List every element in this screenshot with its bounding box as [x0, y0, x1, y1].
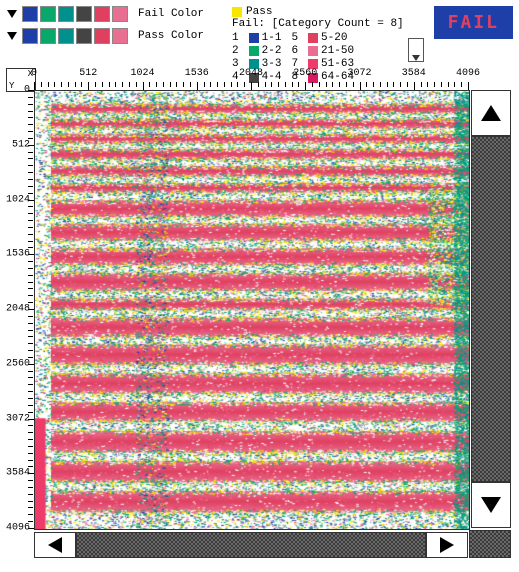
legend-item: 2 [232, 45, 239, 57]
x-tick-label: 512 [79, 68, 97, 79]
bitmap-plot-area: X Y 05121024153620482560307235844096 051… [6, 68, 511, 558]
scrollbar-track[interactable] [471, 136, 511, 482]
pass-swatch[interactable] [112, 28, 128, 44]
x-tick-label: 2560 [293, 68, 317, 79]
legend-item: 6 [291, 45, 298, 57]
arrow-down-icon [7, 10, 17, 18]
pass-swatch-icon [232, 7, 242, 17]
legend-item-label: 2-2 [262, 45, 282, 57]
x-tick-label: 1024 [130, 68, 154, 79]
fail-swatch[interactable] [22, 6, 38, 22]
legend-item: 1 [232, 32, 239, 44]
scroll-down-button[interactable] [471, 482, 511, 528]
pass-swatch[interactable] [22, 28, 38, 44]
fail-color-label: Fail Color [138, 8, 204, 20]
chevron-down-icon [412, 55, 420, 61]
legend-item: 5 [291, 32, 298, 44]
scrollbar-track[interactable] [76, 532, 426, 558]
arrow-up-icon [481, 105, 501, 121]
legend-swatch-icon [249, 46, 259, 56]
pass-swatch[interactable] [40, 28, 56, 44]
pass-swatch[interactable] [76, 28, 92, 44]
legend-fail-header: Fail: [Category Count = 8] [232, 18, 404, 30]
y-tick-label: 3072 [4, 413, 30, 424]
legend-swatch-icon [308, 33, 318, 43]
y-tick-label: 1024 [4, 194, 30, 205]
fail-swatch[interactable] [40, 6, 56, 22]
top-toolbar: Fail Color Pass Color Pass Fail: [Catego… [6, 6, 513, 64]
fail-swatch[interactable] [76, 6, 92, 22]
scroll-up-button[interactable] [471, 90, 511, 136]
legend-item: 2-2 [249, 45, 282, 57]
legend-item-label: 21-50 [321, 45, 354, 57]
fail-bitmap[interactable] [34, 90, 470, 530]
pass-color-label: Pass Color [138, 30, 204, 42]
legend-swatch-icon [308, 46, 318, 56]
vertical-scrollbar[interactable] [471, 90, 511, 528]
pass-swatch[interactable] [94, 28, 110, 44]
scroll-left-button[interactable] [34, 532, 76, 558]
y-tick-label: 512 [4, 139, 30, 150]
y-tick-label: 1536 [4, 249, 30, 260]
color-swatch-panel: Fail Color Pass Color [6, 6, 204, 44]
legend-swatch-icon [249, 33, 259, 43]
x-tick-label: 3584 [402, 68, 426, 79]
x-tick-label: 3072 [347, 68, 371, 79]
y-tick-label: 0 [4, 85, 30, 96]
pass-color-row: Pass Color [6, 28, 204, 44]
legend-pass-label: Pass [246, 6, 272, 18]
legend-item: 21-50 [308, 45, 354, 57]
fail-color-row: Fail Color [6, 6, 204, 22]
fail-swatch[interactable] [94, 6, 110, 22]
legend-item-label: 1-1 [262, 32, 282, 44]
pass-swatch[interactable] [58, 28, 74, 44]
scrollbar-corner [469, 530, 511, 558]
x-tick-label: 1536 [185, 68, 209, 79]
y-tick-label: 3584 [4, 468, 30, 479]
x-tick-label: 0 [31, 68, 37, 79]
dropdown-handle[interactable] [408, 38, 424, 62]
fail-swatch[interactable] [58, 6, 74, 22]
arrow-right-icon [440, 537, 454, 553]
horizontal-scrollbar[interactable] [34, 532, 468, 558]
arrow-left-icon [48, 537, 62, 553]
scroll-right-button[interactable] [426, 532, 468, 558]
y-tick-label: 2560 [4, 358, 30, 369]
x-tick-label: 4096 [456, 68, 480, 79]
status-badge: FAIL [434, 6, 513, 39]
legend-item-label: 5-20 [321, 32, 347, 44]
x-tick-label: 2048 [239, 68, 263, 79]
legend-item: 5-20 [308, 32, 354, 44]
fail-swatch[interactable] [112, 6, 128, 22]
y-tick-label: 2048 [4, 304, 30, 315]
legend-item: 1-1 [249, 32, 282, 44]
arrow-down-icon [481, 497, 501, 513]
y-tick-label: 4096 [4, 523, 30, 534]
arrow-down-icon [7, 32, 17, 40]
